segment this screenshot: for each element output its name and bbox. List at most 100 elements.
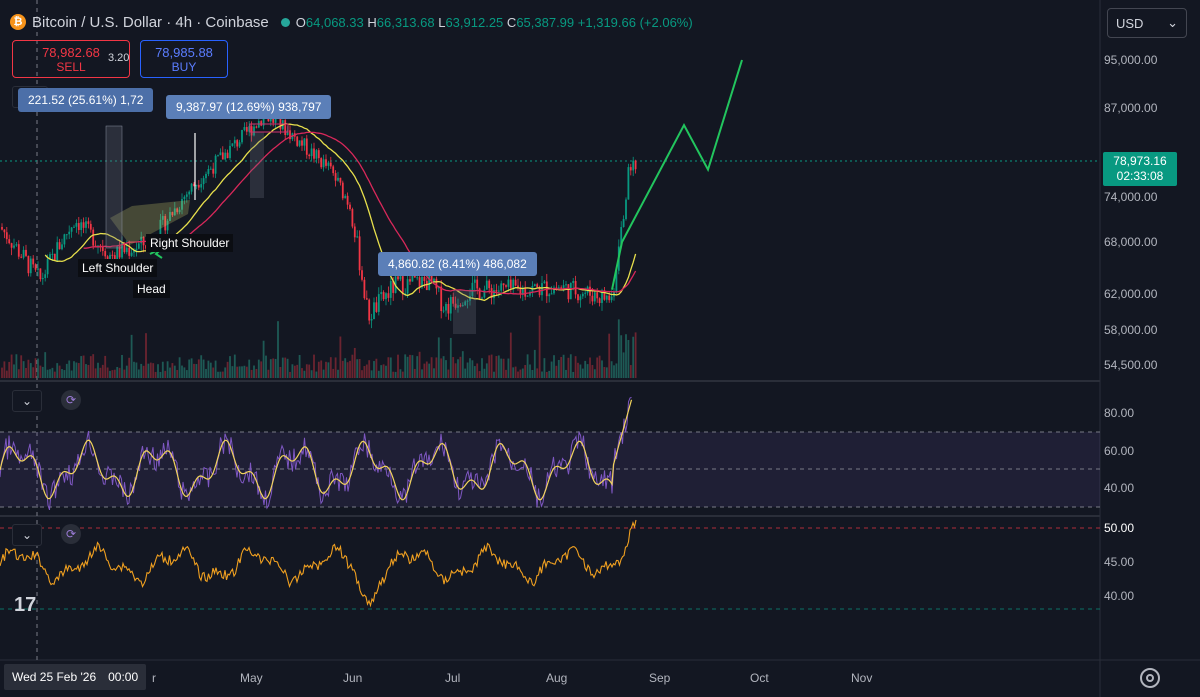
rsi-band <box>0 432 1100 507</box>
price-tick: 95,000.00 <box>1104 53 1158 67</box>
volume-bar <box>584 360 587 378</box>
volume-bar <box>164 370 167 378</box>
right-shoulder-label[interactable]: Right Shoulder <box>146 234 234 252</box>
rsi-collapse-button[interactable]: ⌄ <box>12 390 42 412</box>
measure-label-2[interactable]: 9,387.97 (12.69%) 938,797 <box>166 95 332 119</box>
candle-body <box>500 283 503 291</box>
volume-bar <box>154 371 157 378</box>
volume-bar <box>133 361 135 378</box>
gear-icon[interactable] <box>1140 668 1160 688</box>
candle-body <box>584 292 587 294</box>
candle-body <box>279 115 282 130</box>
volume-bar <box>449 337 452 378</box>
price-axis[interactable]: 95,000.00 87,000.00 74,000.00 68,000.00 … <box>1096 0 1200 697</box>
volume-bar <box>104 355 107 378</box>
volume-bar <box>620 335 623 378</box>
volume-bar <box>622 352 625 378</box>
left-shoulder-label[interactable]: Left Shoulder <box>78 259 158 277</box>
volume-bar <box>80 356 83 378</box>
osc-collapse-button[interactable]: ⌄ <box>12 524 42 546</box>
volume-bar <box>505 369 507 378</box>
volume-bar <box>145 333 147 378</box>
volume-bar <box>409 354 411 378</box>
candle-body <box>435 278 438 289</box>
volume-bar <box>284 357 287 378</box>
buy-button[interactable]: 78,985.88 BUY <box>140 40 228 78</box>
candle-body <box>509 279 512 289</box>
currency-select[interactable]: USD ⌄ <box>1107 8 1187 38</box>
volume-bar <box>190 358 193 378</box>
volume-bar <box>41 366 44 378</box>
candle-body <box>361 270 363 280</box>
candle-body <box>596 292 599 299</box>
head-label[interactable]: Head <box>133 280 170 298</box>
candle-body <box>130 252 133 256</box>
volume-bar <box>478 371 481 378</box>
volume-bar <box>89 356 92 378</box>
volume-bar <box>394 371 397 378</box>
measure-label-3[interactable]: 4,860.82 (8.41%) 486,082 <box>378 252 537 276</box>
volume-bar <box>322 369 325 378</box>
volume-bar <box>137 369 140 378</box>
candle-body <box>440 286 443 312</box>
rsi-signal-line <box>0 399 633 501</box>
volume-bars <box>1 315 637 378</box>
candle-body <box>598 298 601 303</box>
volume-bar <box>147 363 150 378</box>
volume-bar <box>29 363 32 378</box>
price-tick: 54,500.00 <box>1104 358 1158 372</box>
volume-bar <box>567 357 570 378</box>
volume-bar <box>365 364 368 378</box>
candle-body <box>447 303 450 314</box>
volume-bar <box>111 370 114 378</box>
sell-button[interactable]: 78,982.68 SELL <box>12 40 130 78</box>
sell-label: SELL <box>56 59 86 74</box>
candle-body <box>517 285 519 288</box>
candle-body <box>73 226 75 228</box>
volume-bar <box>610 361 613 378</box>
volume-bar <box>529 364 531 378</box>
volume-bar <box>101 364 104 378</box>
candle-body <box>399 276 402 280</box>
candle-body <box>183 196 186 200</box>
tradingview-logo-icon[interactable]: 17 <box>14 594 37 616</box>
volume-bar <box>221 371 224 378</box>
measure-label-1[interactable]: 221.52 (25.61%) 1,72 <box>18 88 154 112</box>
volume-bar <box>77 363 80 378</box>
volume-bar <box>15 354 18 378</box>
volume-bar <box>517 371 519 378</box>
rsi-refresh-icon[interactable]: ⟳ <box>61 390 81 410</box>
volume-bar <box>502 358 505 378</box>
volume-bar <box>142 365 145 378</box>
ma-yellow-line <box>44 123 637 302</box>
candle-body <box>433 278 435 282</box>
volume-bar <box>82 355 85 378</box>
candle-body <box>365 298 368 300</box>
price-tick: 68,000.00 <box>1104 235 1158 249</box>
volume-bar <box>17 369 20 378</box>
volume-bar <box>20 355 23 378</box>
symbol-title[interactable]: Bitcoin / U.S. Dollar · 4h · Coinbase <box>32 13 269 31</box>
volume-bar <box>514 366 517 378</box>
candle-body <box>569 283 572 300</box>
candle-body <box>212 168 215 174</box>
osc-tick: 45.00 <box>1104 555 1135 569</box>
candle-body <box>224 152 227 160</box>
candle-body <box>3 229 6 233</box>
candle-body <box>483 289 486 298</box>
volume-bar <box>586 364 589 378</box>
candle-body <box>68 231 71 235</box>
candle-body <box>505 285 507 287</box>
volume-bar <box>63 370 66 378</box>
candle-body <box>344 195 347 199</box>
candle-body <box>562 285 565 289</box>
candle-body <box>488 280 491 289</box>
chevron-down-icon: ⌄ <box>21 528 33 542</box>
volume-bar <box>53 371 56 378</box>
symbol-header: ₿ Bitcoin / U.S. Dollar · 4h · Coinbase … <box>10 10 693 34</box>
volume-bar <box>200 355 203 378</box>
current-price-label: 78,973.16 02:33:08 <box>1103 152 1177 186</box>
volume-bar <box>341 360 344 378</box>
osc-refresh-icon[interactable]: ⟳ <box>61 524 81 544</box>
